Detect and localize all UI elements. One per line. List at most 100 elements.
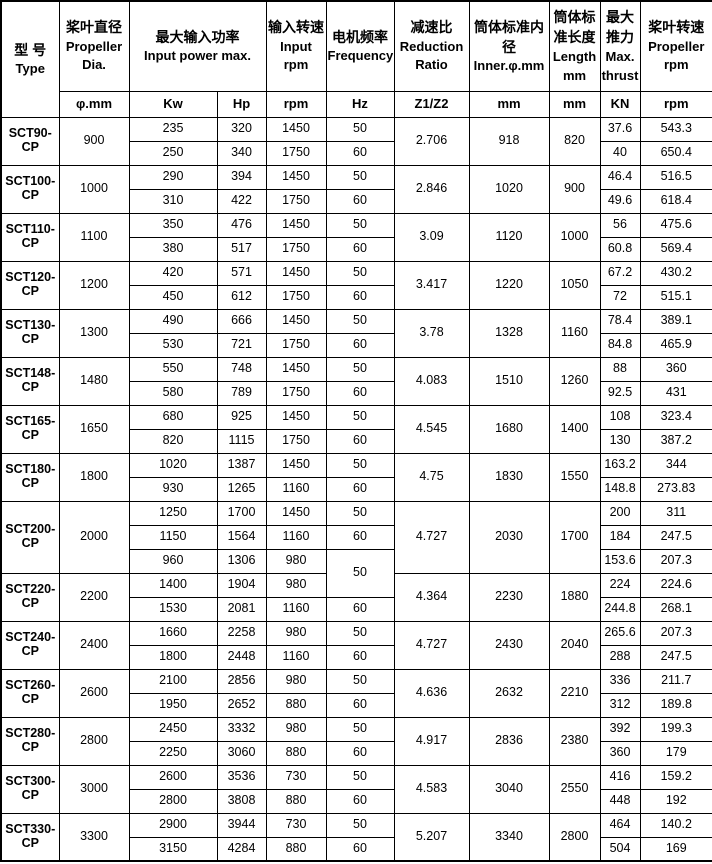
- model-cell: SCT240-CP: [0, 620, 60, 670]
- unit-length-mm: mm: [548, 90, 601, 118]
- hp-cell: 666: [216, 308, 267, 334]
- hp-cell: 2081: [216, 596, 267, 622]
- propeller-dia-cell: 2800: [58, 716, 130, 766]
- propeller-dia-cell: 2200: [58, 572, 130, 622]
- col-header-input-power: 最大输入功率 Input power max.: [128, 0, 267, 92]
- length-cell: 2040: [548, 620, 601, 670]
- frequency-cell: 50: [325, 764, 395, 790]
- inner-dia-cell: 1220: [468, 260, 550, 310]
- length-cell: 1700: [548, 500, 601, 574]
- max-thrust-cell: 265.6: [599, 620, 641, 646]
- input-rpm-cell: 880: [265, 692, 327, 718]
- frequency-cell: 60: [325, 428, 395, 454]
- max-thrust-cell: 464: [599, 812, 641, 838]
- kw-cell: 490: [128, 308, 218, 334]
- hp-cell: 612: [216, 284, 267, 310]
- inner-dia-cell: 1680: [468, 404, 550, 454]
- kw-cell: 2250: [128, 740, 218, 766]
- model-cell: SCT200-CP: [0, 500, 60, 574]
- kw-cell: 1530: [128, 596, 218, 622]
- kw-cell: 580: [128, 380, 218, 406]
- propeller-dia-cell: 1300: [58, 308, 130, 358]
- reduction-ratio-cell: 3.417: [393, 260, 470, 310]
- kw-cell: 550: [128, 356, 218, 382]
- table-row: SCT130-CP 1300 490 666 1450 50 3.78 1328 1160 78.…: [0, 308, 712, 358]
- table-row: SCT100-CP 1000 290 394 1450 50 2.846 1020 900 46.…: [0, 164, 712, 214]
- model-cell: SCT220-CP: [0, 572, 60, 622]
- max-thrust-cell: 88: [599, 356, 641, 382]
- propeller-rpm-cell: 465.9: [639, 332, 712, 358]
- unit-kn: KN: [599, 90, 641, 118]
- max-thrust-cell: 49.6: [599, 188, 641, 214]
- propeller-dia-cell: 2000: [58, 500, 130, 574]
- input-rpm-cell: 1450: [265, 212, 327, 238]
- max-thrust-cell: 153.6: [599, 548, 641, 574]
- model-cell: SCT280-CP: [0, 716, 60, 766]
- kw-cell: 380: [128, 236, 218, 262]
- propeller-dia-cell: 1000: [58, 164, 130, 214]
- table-row: SCT90-CP 900 235 320 1450 50 2.706 918 820 37.6 54…: [0, 116, 712, 166]
- kw-cell: 1950: [128, 692, 218, 718]
- input-rpm-cell: 1450: [265, 164, 327, 190]
- max-thrust-cell: 200: [599, 500, 641, 526]
- table-row: 2800 3808 880 60 448 192: [1, 788, 712, 814]
- max-thrust-cell: 184: [599, 524, 641, 550]
- table-row: SCT165-CP 1650 680 925 1450 50 4.545 1680 1400 10…: [0, 404, 712, 454]
- propeller-rpm-cell: 211.7: [639, 668, 712, 694]
- header-en: Propeller rpm: [648, 38, 705, 73]
- max-thrust-cell: 67.2: [599, 260, 641, 286]
- propeller-rpm-cell: 207.3: [639, 548, 712, 574]
- frequency-cell: 60: [325, 140, 395, 166]
- inner-dia-cell: 2230: [468, 572, 550, 622]
- hp-cell: 1700: [216, 500, 267, 526]
- frequency-cell: 50: [325, 452, 395, 478]
- frequency-cell: 50: [325, 500, 395, 526]
- max-thrust-cell: 46.4: [599, 164, 641, 190]
- unit-prop-rpm: rpm: [639, 90, 712, 118]
- model-cell: SCT100-CP: [0, 164, 60, 214]
- input-rpm-cell: 980: [265, 572, 327, 598]
- input-rpm-cell: 1750: [265, 428, 327, 454]
- col-header-input-rpm: 输入转速 Input rpm: [265, 0, 327, 92]
- max-thrust-cell: 163.2: [599, 452, 641, 478]
- header-zh: 桨叶转速: [648, 19, 705, 36]
- propeller-dia-cell: 1800: [58, 452, 130, 502]
- max-thrust-cell: 288: [599, 644, 641, 670]
- model-cell: SCT110-CP: [0, 212, 60, 262]
- reduction-ratio-cell: 3.78: [393, 308, 470, 358]
- frequency-cell: 50: [325, 548, 395, 598]
- max-thrust-cell: 148.8: [599, 476, 641, 502]
- reduction-ratio-cell: 2.846: [393, 164, 470, 214]
- max-thrust-cell: 60.8: [599, 236, 641, 262]
- length-cell: 1550: [548, 452, 601, 502]
- input-rpm-cell: 1160: [265, 524, 327, 550]
- propeller-rpm-cell: 169: [639, 836, 712, 862]
- kw-cell: 680: [128, 404, 218, 430]
- unit-hz: Hz: [325, 90, 395, 118]
- kw-cell: 350: [128, 212, 218, 238]
- inner-dia-cell: 918: [468, 116, 550, 166]
- input-rpm-cell: 1450: [265, 452, 327, 478]
- table-row: SCT280-CP 2800 2450 3332 980 50 4.917 2836 2380 3…: [0, 716, 712, 766]
- max-thrust-cell: 392: [599, 716, 641, 742]
- max-thrust-cell: 360: [599, 740, 641, 766]
- reduction-ratio-cell: 4.917: [393, 716, 470, 766]
- col-header-frequency: 电机频率 Frequency: [325, 0, 395, 92]
- table-row: SCT300-CP 3000 2600 3536 730 50 4.583 3040 2550 4…: [0, 764, 712, 814]
- propeller-rpm-cell: 207.3: [639, 620, 712, 646]
- model-cell: SCT120-CP: [0, 260, 60, 310]
- hp-cell: 789: [216, 380, 267, 406]
- frequency-cell: 50: [325, 164, 395, 190]
- reduction-ratio-cell: 4.583: [393, 764, 470, 814]
- model-cell: SCT148-CP: [0, 356, 60, 406]
- length-cell: 1050: [548, 260, 601, 310]
- frequency-cell: 50: [325, 356, 395, 382]
- unit-dia: φ.mm: [58, 90, 130, 118]
- hp-cell: 925: [216, 404, 267, 430]
- frequency-cell: 60: [325, 236, 395, 262]
- input-rpm-cell: 1450: [265, 404, 327, 430]
- input-rpm-cell: 980: [265, 716, 327, 742]
- header-en: Input rpm: [280, 38, 312, 73]
- model-cell: SCT165-CP: [0, 404, 60, 454]
- propeller-rpm-cell: 515.1: [639, 284, 712, 310]
